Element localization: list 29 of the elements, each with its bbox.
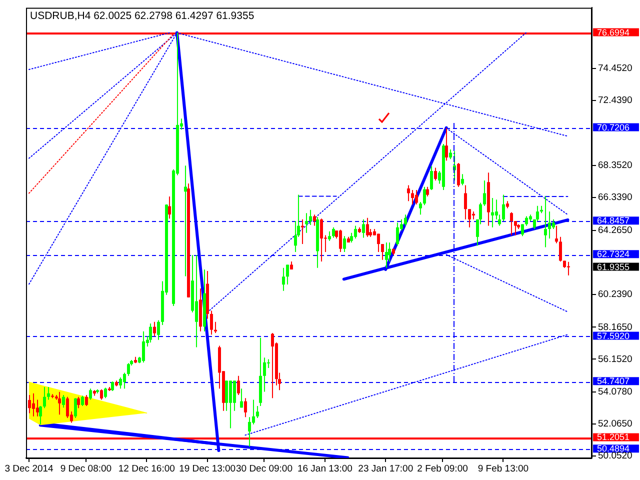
text: 61.9355 xyxy=(597,262,630,272)
x-tick-label: 9 Feb 13:00 xyxy=(478,463,529,474)
y-tick-label: 64.2650 xyxy=(598,224,632,236)
y-tick-label: 52.0650 xyxy=(598,418,632,430)
y-tick-label: 74.4520 xyxy=(598,63,632,74)
y-tick-label: 54.0780 xyxy=(598,386,632,398)
y-tick-label: 72.4390 xyxy=(598,95,632,106)
y-tick-label: 56.1520 xyxy=(598,354,632,365)
ref-line-label: 57.5920 xyxy=(597,330,630,341)
x-tick-label: 12 Dec 16:00 xyxy=(118,463,175,474)
ref-line-label: 62.7324 xyxy=(597,249,630,260)
chart-title: USDRUB,H4 62.0025 62.2798 61.4297 61.9355 xyxy=(30,10,254,22)
x-tick-label: 9 Dec 08:00 xyxy=(60,463,112,474)
x-tick-label: 19 Dec 13:00 xyxy=(179,463,236,474)
x-tick-label: 23 Jan 17:00 xyxy=(358,463,414,474)
ref-line-label: 70.7206 xyxy=(597,122,630,132)
x-tick-label: 30 Dec 09:00 xyxy=(236,463,292,474)
ref-line-label: 64.8457 xyxy=(597,216,630,226)
y-tick-label: 60.2390 xyxy=(598,288,632,300)
ref-line-label: 76.6994 xyxy=(597,27,630,38)
ref-line-label: 51.2051 xyxy=(597,432,630,442)
x-tick-label: 16 Jan 13:00 xyxy=(297,463,352,474)
x-tick-label: 3 Dec 2014 xyxy=(4,463,54,474)
y-tick-label: 68.3520 xyxy=(598,160,632,172)
x-tick-label: 2 Feb 09:00 xyxy=(417,463,468,474)
y-tick-label: 66.3390 xyxy=(598,192,632,203)
y-tick-label: 50.0520 xyxy=(598,450,632,462)
y-tick-label: 58.1650 xyxy=(598,322,632,333)
ref-line-label: 54.7407 xyxy=(597,376,630,386)
